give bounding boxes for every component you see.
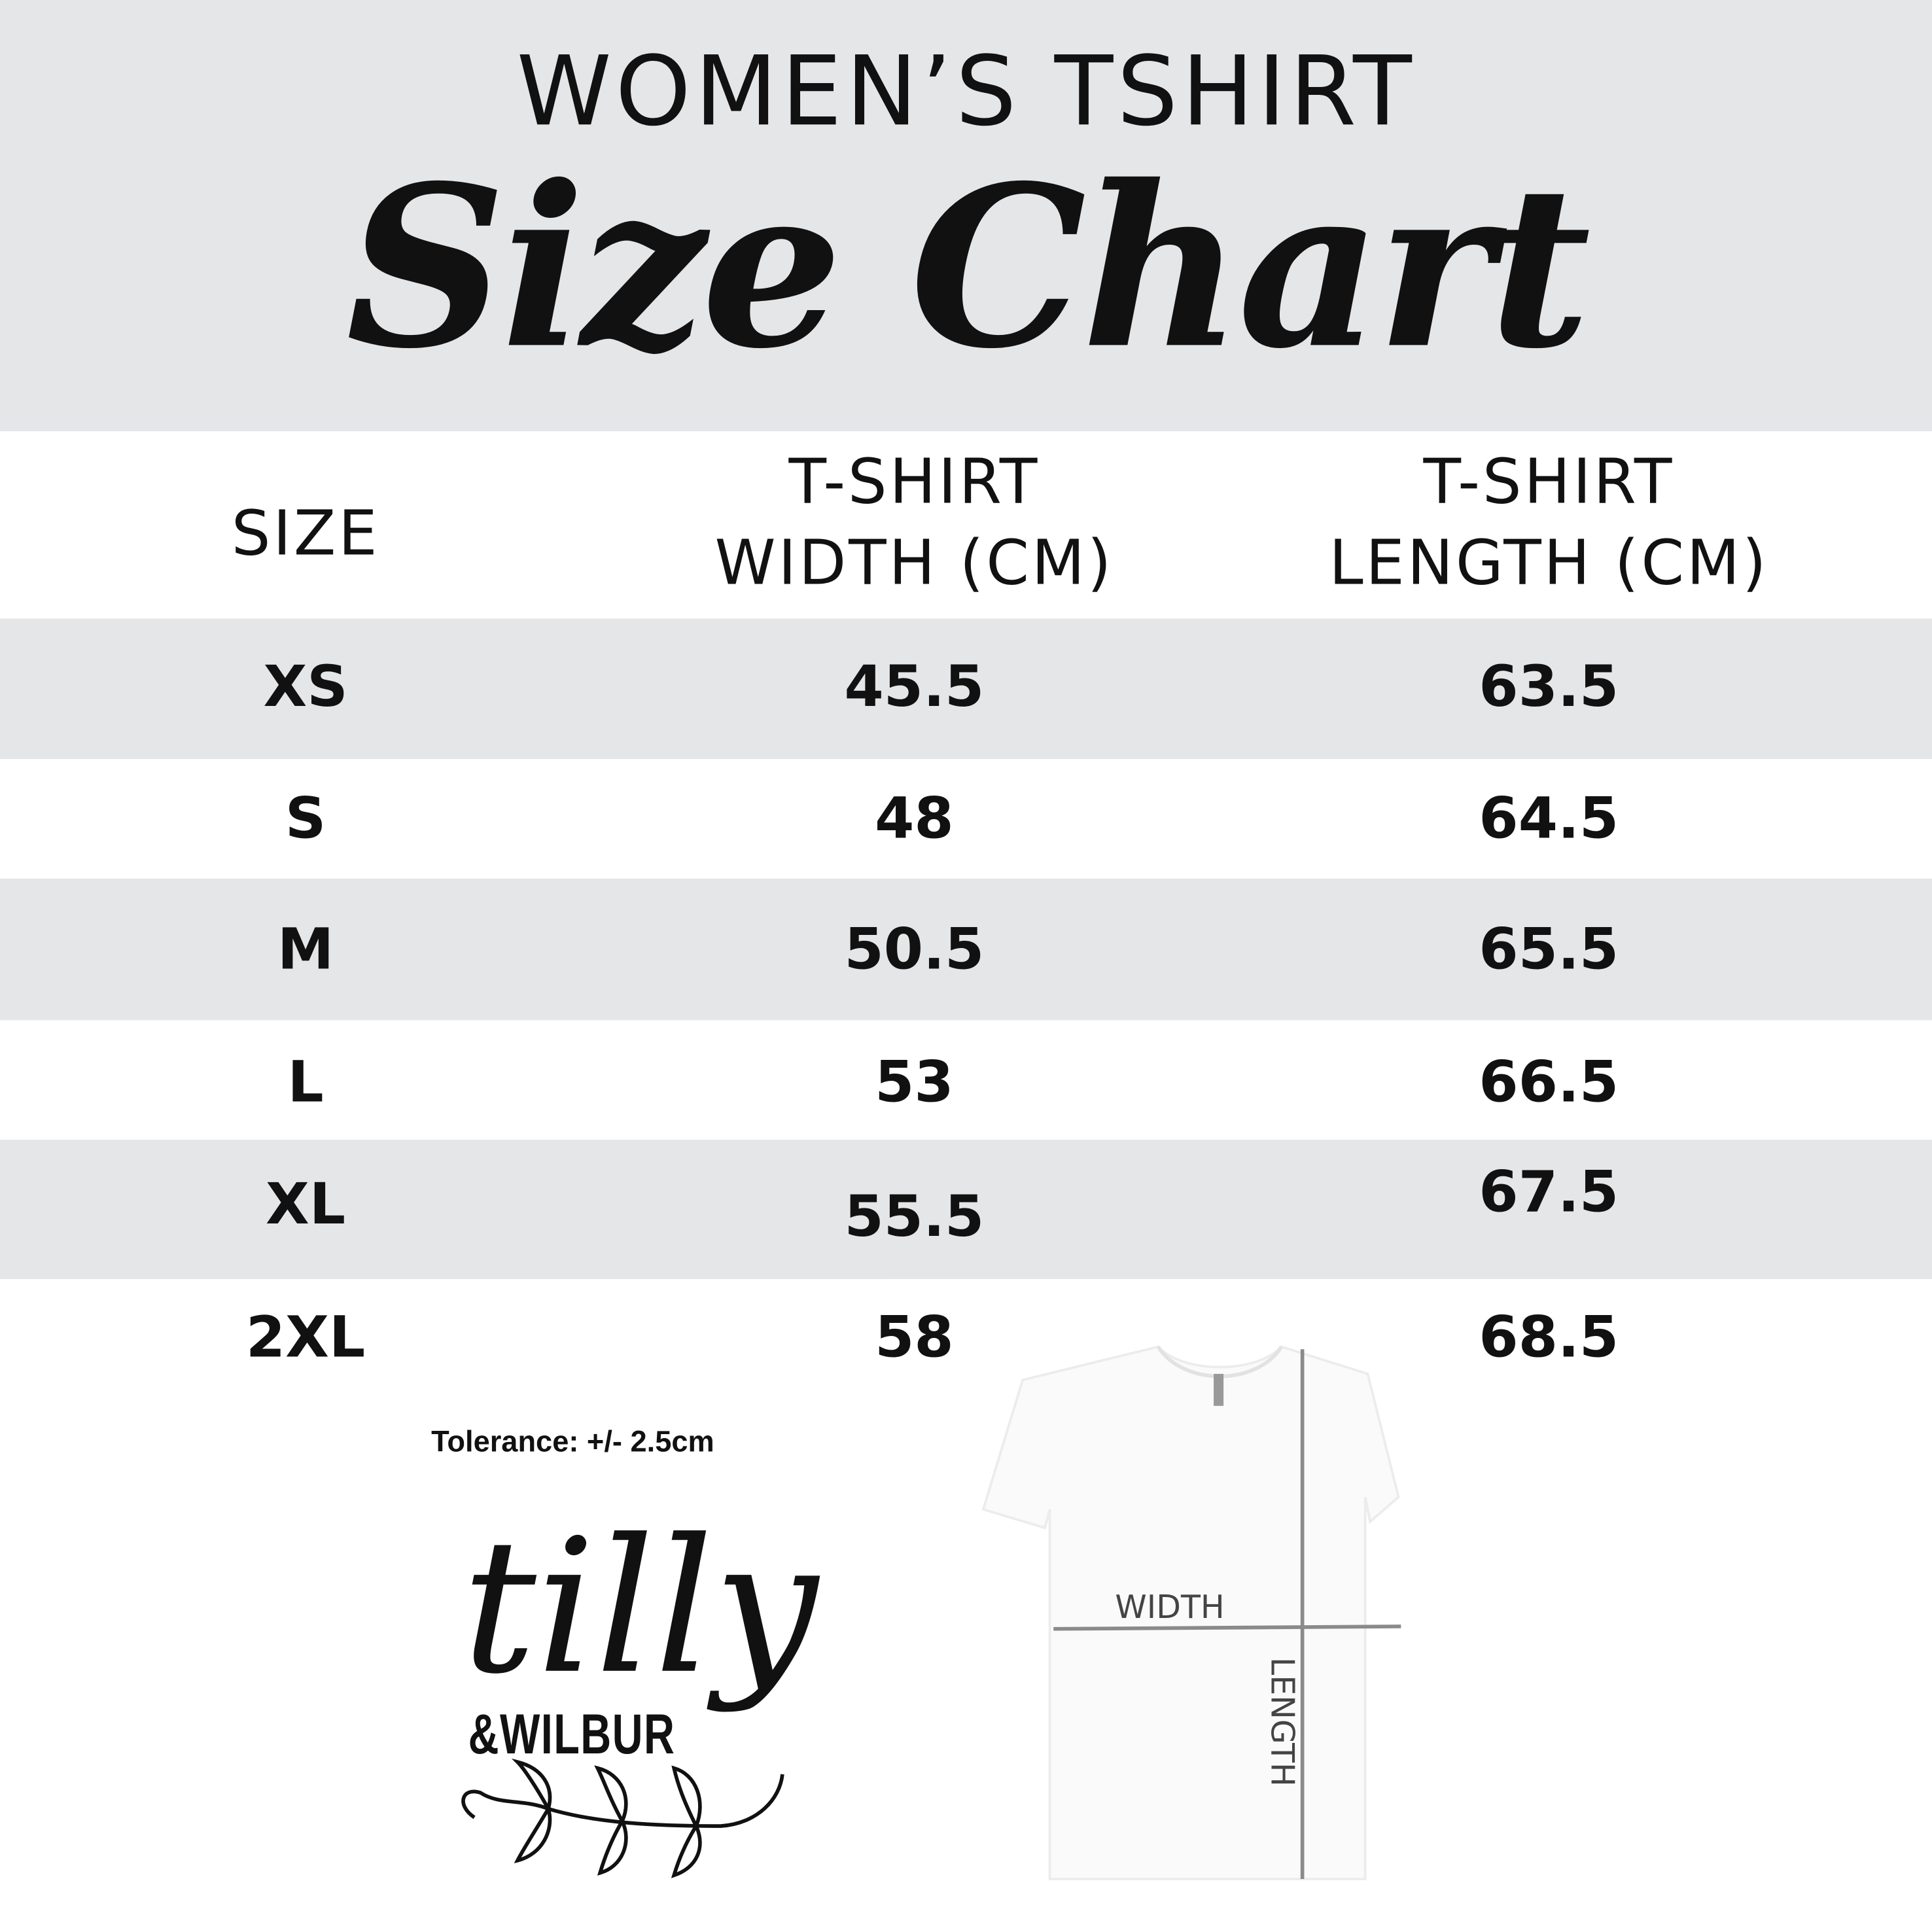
table-cell-size: S (285, 784, 326, 852)
row-band (0, 1267, 885, 1279)
width-line (1053, 1625, 1401, 1631)
tolerance-note: Tolerance: +/- 2.5cm (431, 1425, 714, 1459)
table-cell-length: 65.5 (1479, 915, 1619, 982)
table-cell-length: 67.5 (1479, 1158, 1619, 1225)
table-cell-size: M (277, 915, 334, 982)
column-header-width: T-SHIRT WIDTH (CM) (668, 441, 1161, 604)
column-header-size: SIZE (231, 497, 380, 570)
table-cell-length: 66.5 (1479, 1048, 1619, 1115)
table-cell-size: L (287, 1048, 324, 1115)
width-label: WIDTH (1115, 1589, 1225, 1626)
header-line: LENGTH (CM) (1329, 527, 1769, 599)
row-band (0, 1140, 1932, 1279)
logo-text-wilbur: &WILBUR (468, 1701, 676, 1766)
header-line: T-SHIRT (1423, 446, 1675, 518)
header-line: T-SHIRT (788, 446, 1040, 518)
table-cell-width: 55.5 (844, 1182, 985, 1250)
row-band (0, 618, 1932, 760)
table-cell-length: 63.5 (1479, 653, 1619, 720)
table-cell-width: 45.5 (844, 653, 985, 720)
row-band (1562, 1267, 1932, 1279)
table-cell-size: XL (266, 1170, 346, 1237)
page-subtitle: Size Chart (345, 137, 1591, 398)
tshirt-icon (981, 1345, 1401, 1880)
column-header-length: T-SHIRT LENGTH (CM) (1240, 441, 1857, 604)
table-cell-width: 58 (875, 1303, 954, 1371)
header-band (0, 0, 1932, 432)
table-cell-size: XS (263, 653, 348, 720)
page-title: WOMEN’S TSHIRT (516, 37, 1416, 148)
row-band (0, 878, 1932, 1021)
header-line: WIDTH (CM) (714, 527, 1114, 599)
length-label: LENGTH (1263, 1657, 1300, 1787)
table-cell-width: 50.5 (844, 915, 985, 982)
table-cell-size: 2XL (245, 1303, 366, 1371)
table-cell-width: 53 (875, 1048, 954, 1115)
table-cell-length: 64.5 (1479, 784, 1619, 852)
logo-text-tilly: tilly (462, 1500, 818, 1715)
table-cell-length: 68.5 (1479, 1303, 1619, 1371)
leaf-branch-icon (461, 1758, 784, 1878)
table-cell-width: 48 (875, 784, 954, 852)
